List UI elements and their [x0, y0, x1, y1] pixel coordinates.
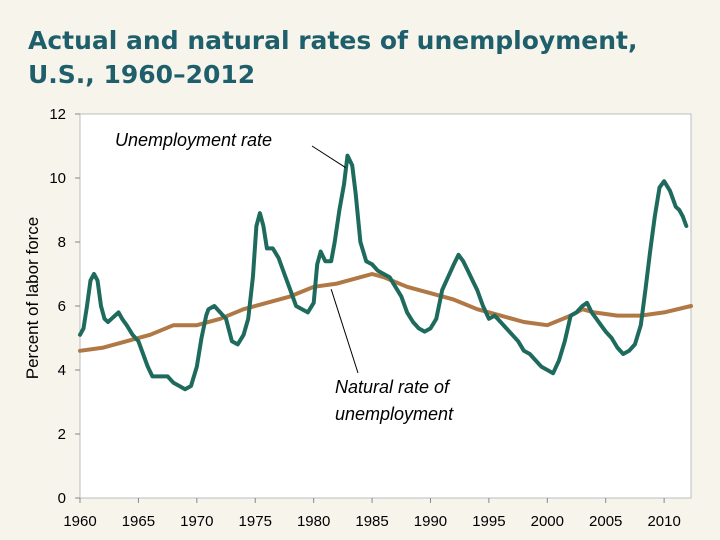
natural-rate-annotation-line2: unemployment	[335, 404, 454, 424]
x-tick-label: 2000	[531, 513, 564, 530]
y-tick-label: 0	[58, 490, 66, 507]
x-tick-label: 1960	[63, 513, 96, 530]
natural-rate-leader-line	[330, 289, 359, 374]
chart-title: Actual and natural rates of unemployment…	[28, 26, 638, 89]
unemployment-rate-leader-line	[311, 145, 346, 169]
x-tick-label: 1995	[472, 513, 505, 530]
unemployment-rate-annotation: Unemployment rate	[115, 130, 272, 150]
y-tick-label: 8	[58, 234, 66, 251]
y-tick-label: 10	[49, 170, 66, 187]
x-tick-label: 1975	[239, 513, 272, 530]
natural-rate-line	[78, 272, 693, 353]
y-axis-label: Percent of labor force	[23, 217, 42, 380]
annotation-layer: Unemployment rate Natural rate of unempl…	[115, 130, 454, 424]
plot-area	[79, 113, 692, 499]
x-axis: 1960 1965 1970 1975 1980 1985 1990 1995 2000 2005…	[63, 498, 681, 530]
series-layer	[78, 153, 693, 392]
y-tick-label: 6	[58, 298, 66, 315]
natural-rate-annotation-line1: Natural rate of	[335, 377, 451, 397]
x-tick-label: 1970	[180, 513, 213, 530]
x-tick-label: 1965	[122, 513, 155, 530]
x-tick-label: 2010	[647, 513, 680, 530]
y-tick-label: 2	[58, 426, 66, 443]
x-tick-label: 1985	[355, 513, 388, 530]
x-tick-label: 1980	[297, 513, 330, 530]
x-tick-label: 2005	[589, 513, 622, 530]
y-tick-label: 4	[58, 362, 66, 379]
y-axis: 0 2 4 6 8 10 12	[49, 106, 80, 507]
y-tick-label: 12	[49, 106, 66, 123]
x-tick-label: 1990	[414, 513, 447, 530]
unemployment-rate-line	[78, 153, 689, 392]
